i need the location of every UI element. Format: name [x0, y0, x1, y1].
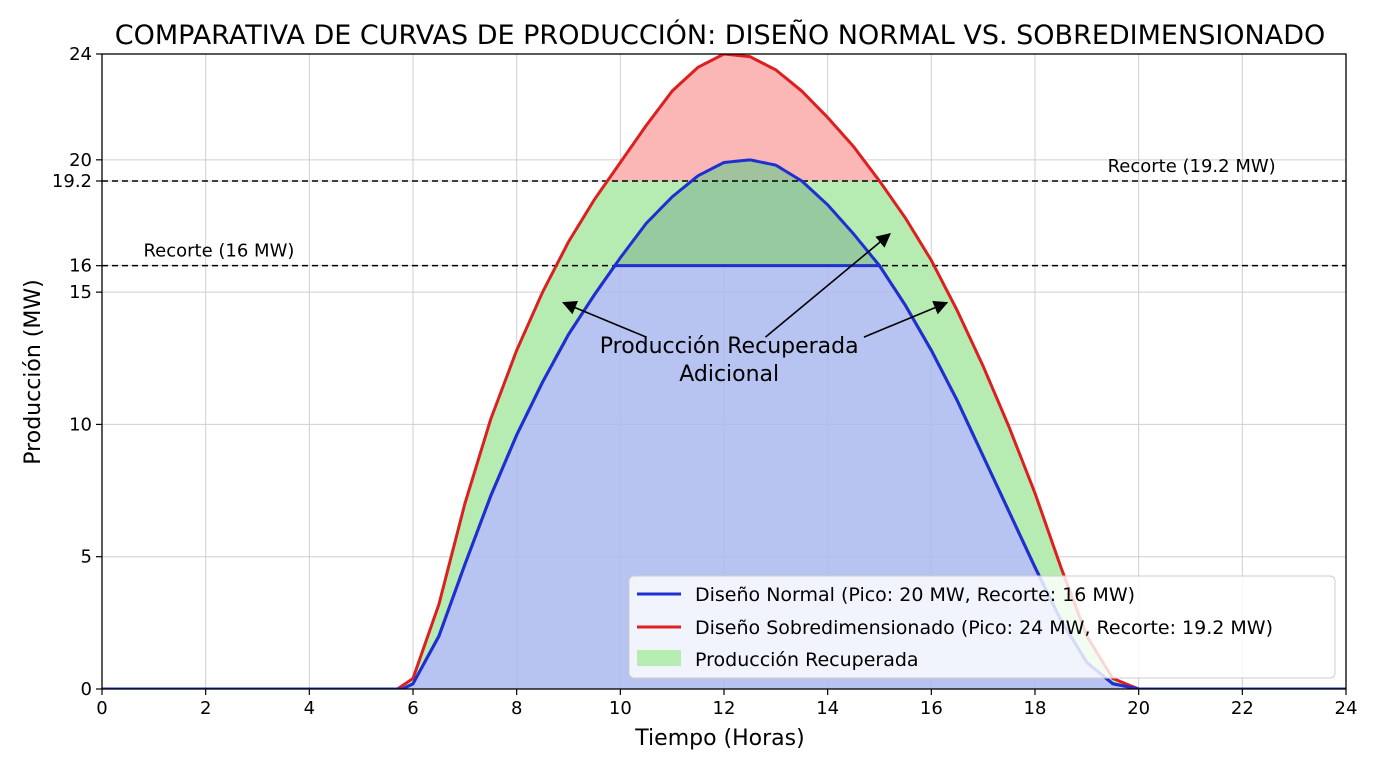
- x-tick-label: 22: [1231, 698, 1254, 719]
- x-tick-label: 0: [96, 698, 107, 719]
- annotation-arrow: [764, 232, 891, 338]
- y-tick-label: 10: [69, 414, 92, 435]
- x-axis-label: Tiempo (Horas): [634, 726, 804, 751]
- x-tick-label: 10: [609, 698, 632, 719]
- series-lines: [102, 54, 1346, 689]
- line-normal-design-raw: [102, 158, 1346, 689]
- y-tick-label: 24: [69, 44, 92, 65]
- y-tick-label: 15: [69, 282, 92, 303]
- legend-entry-normal: Diseño Normal (Pico: 20 MW, Recorte: 16 …: [695, 584, 1135, 606]
- legend: Diseño Normal (Pico: 20 MW, Recorte: 16 …: [628, 575, 1336, 679]
- annotation-arrow: [561, 301, 647, 338]
- legend-entry-recovered: Producción Recuperada: [695, 649, 919, 671]
- clip-line-label: Recorte (16 MW): [143, 241, 294, 262]
- x-tick-label: 14: [816, 698, 839, 719]
- x-tick-label: 8: [511, 698, 522, 719]
- y-tick-label: 16: [69, 256, 92, 277]
- x-tick-label: 2: [200, 698, 211, 719]
- x-tick-label: 6: [407, 698, 418, 719]
- chart-title: COMPARATIVA DE CURVAS DE PRODUCCIÓN: DIS…: [115, 19, 1326, 51]
- annotation-line-1: Producción Recuperada: [600, 334, 859, 359]
- clip-line-label: Recorte (19.2 MW): [1108, 156, 1276, 177]
- y-tick-label: 0: [81, 679, 92, 700]
- y-axis-label: Producción (MW): [21, 279, 46, 464]
- x-tick-label: 24: [1335, 698, 1358, 719]
- y-tick-label: 20: [69, 150, 92, 171]
- y-tick-label: 19.2: [52, 171, 92, 192]
- line-normal-design-clipped: [102, 264, 1346, 689]
- x-tick-label: 20: [1127, 698, 1150, 719]
- x-tick-label: 16: [920, 698, 943, 719]
- legend-box: [628, 575, 1336, 679]
- annotation-arrow: [863, 301, 949, 338]
- legend-swatch-recovered: [637, 650, 681, 666]
- x-tick-label: 12: [713, 698, 736, 719]
- y-tick-label: 5: [81, 547, 92, 568]
- area-recovered-production: [102, 181, 1346, 689]
- annotation-line-2: Adicional: [679, 362, 779, 387]
- legend-entry-oversized: Diseño Sobredimensionado (Pico: 24 MW, R…: [695, 617, 1273, 639]
- annotations: Producción Recuperada Adicional: [561, 232, 949, 387]
- x-tick-label: 18: [1024, 698, 1047, 719]
- x-tick-label: 4: [304, 698, 315, 719]
